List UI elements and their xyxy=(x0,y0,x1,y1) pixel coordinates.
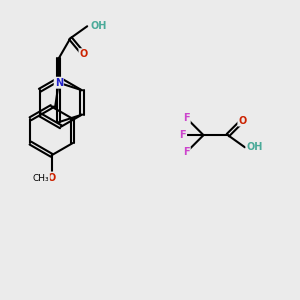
Text: CH₃: CH₃ xyxy=(33,175,50,184)
Text: F: F xyxy=(183,147,190,157)
Text: O: O xyxy=(80,49,88,59)
Text: O: O xyxy=(47,172,56,182)
Text: OH: OH xyxy=(90,21,106,31)
Text: F: F xyxy=(179,130,186,140)
Text: F: F xyxy=(183,113,190,123)
Text: O: O xyxy=(238,116,247,125)
Text: OH: OH xyxy=(246,142,263,152)
Text: N: N xyxy=(55,78,63,88)
